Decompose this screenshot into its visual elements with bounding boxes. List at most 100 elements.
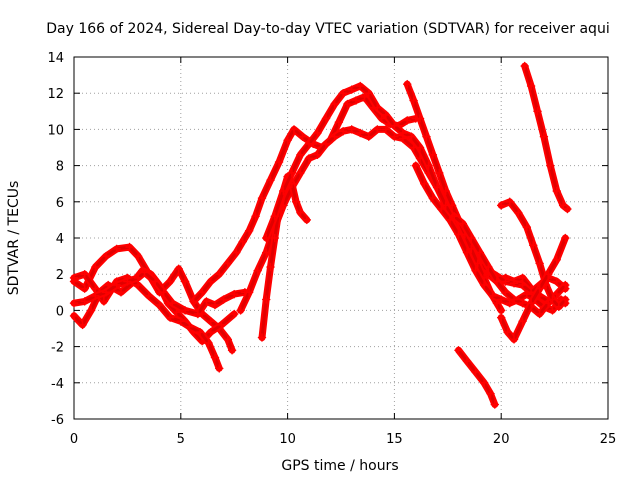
data-point (223, 259, 233, 268)
data-point (501, 277, 510, 286)
data-point (479, 378, 489, 388)
data-point (475, 248, 485, 257)
data-point (150, 277, 160, 286)
data-point (304, 154, 314, 163)
data-point (355, 81, 365, 91)
data-point (518, 298, 527, 308)
data-point (561, 280, 570, 290)
data-point (445, 215, 455, 225)
data-point (270, 212, 280, 221)
data-point (381, 125, 391, 134)
y-tick-label: -4 (51, 377, 64, 392)
series-band (258, 173, 311, 342)
data-point (454, 230, 463, 239)
data-point (270, 233, 280, 243)
series-line (523, 64, 569, 211)
data-point (422, 132, 431, 141)
data-point (238, 237, 247, 246)
data-point (471, 367, 480, 377)
data-point (283, 136, 292, 145)
x-axis: 0 5 10 15 20 25 (70, 57, 616, 447)
data-point (112, 244, 121, 254)
data-point (189, 297, 198, 306)
x-tick-label: 15 (386, 432, 403, 447)
data-point (133, 280, 143, 290)
data-point (251, 212, 260, 221)
data-point (561, 295, 570, 304)
data-point (330, 132, 339, 141)
y-tick-label: 12 (47, 87, 64, 102)
data-point (144, 291, 154, 301)
data-point (535, 259, 544, 268)
data-point (165, 313, 175, 322)
data-point (334, 117, 344, 127)
data-point (180, 306, 190, 315)
data-point (223, 335, 233, 344)
series-trace-c (69, 269, 224, 373)
data-point (123, 277, 132, 286)
series-trace-e (189, 92, 421, 306)
data-point (390, 132, 399, 141)
data-point (462, 356, 472, 366)
data-point (526, 298, 536, 308)
series-trace-d (69, 268, 250, 319)
data-point (185, 322, 194, 331)
data-point (80, 269, 89, 279)
data-point (535, 309, 544, 319)
data-point (377, 114, 386, 123)
data-point (492, 277, 502, 286)
data-point (343, 99, 352, 109)
data-point (554, 302, 564, 312)
data-point (101, 251, 111, 261)
data-point (80, 297, 89, 306)
data-point (462, 248, 472, 257)
data-point (168, 298, 177, 308)
y-tick-label: 10 (47, 123, 64, 138)
data-point (364, 88, 374, 98)
data-point (232, 248, 241, 257)
data-point (304, 139, 314, 149)
data-point (390, 121, 399, 131)
data-point (174, 264, 183, 274)
data-point (501, 288, 510, 297)
data-point (140, 268, 149, 277)
series-trace-o (496, 233, 570, 344)
data-point (78, 320, 87, 330)
data-point (229, 309, 239, 319)
data-point (176, 317, 186, 326)
x-tick-label: 25 (600, 432, 617, 447)
data-point (351, 96, 361, 105)
data-point (509, 335, 519, 344)
series-line (499, 200, 567, 309)
data-point (355, 128, 365, 138)
data-point (561, 233, 570, 243)
data-point (279, 186, 288, 196)
data-point (321, 114, 331, 123)
data-point (197, 288, 207, 297)
data-point (496, 306, 506, 315)
data-point (266, 262, 275, 272)
data-point (490, 400, 500, 409)
data-point (424, 161, 433, 170)
data-point (133, 251, 143, 261)
data-point (302, 215, 312, 225)
data-point (402, 79, 412, 89)
data-point (165, 277, 175, 286)
data-point (99, 297, 109, 306)
data-point (543, 298, 553, 308)
data-point (518, 273, 527, 283)
data-point (505, 197, 514, 207)
data-point (195, 327, 205, 337)
y-tick-label: 2 (56, 268, 64, 283)
data-point (402, 116, 412, 125)
data-point (360, 92, 369, 102)
data-point (206, 317, 215, 326)
data-point (298, 132, 307, 141)
y-axis: -6 -4 -2 0 2 4 6 8 10 12 14 (47, 51, 608, 428)
data-point (411, 161, 421, 170)
data-point (526, 81, 536, 91)
data-point (415, 114, 425, 123)
data-point (253, 266, 262, 275)
data-point (415, 143, 425, 152)
data-point (486, 389, 495, 398)
